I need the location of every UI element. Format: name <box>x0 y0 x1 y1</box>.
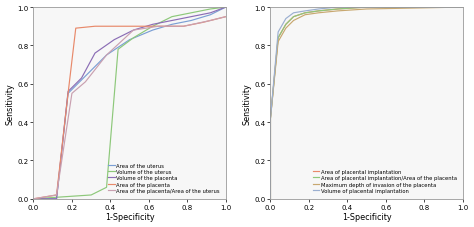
X-axis label: 1-Specificity: 1-Specificity <box>105 212 155 222</box>
Y-axis label: Sensitivity: Sensitivity <box>243 83 252 124</box>
Y-axis label: Sensitivity: Sensitivity <box>6 83 15 124</box>
X-axis label: 1-Specificity: 1-Specificity <box>342 212 392 222</box>
Legend: Area of placental implantation, Area of placental implantation/Area of the place: Area of placental implantation, Area of … <box>312 168 458 194</box>
Legend: Area of the uterus, Volume of the uterus, Volume of the placenta, Area of the pl: Area of the uterus, Volume of the uterus… <box>107 162 221 194</box>
